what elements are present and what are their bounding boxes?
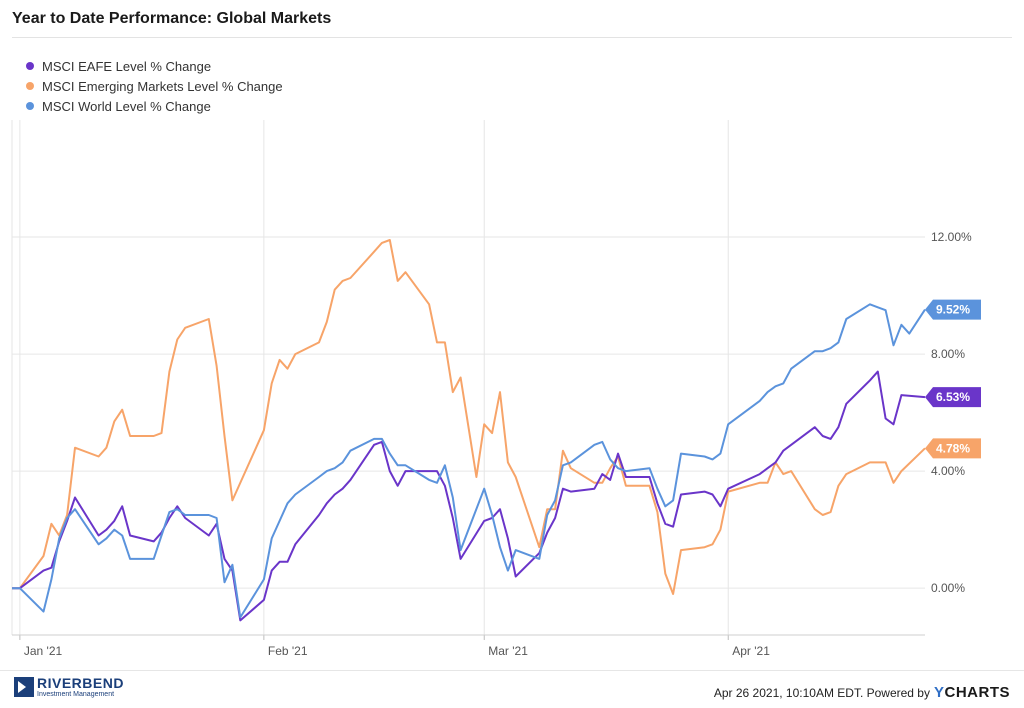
ycharts-logo[interactable]: YCHARTS	[934, 684, 1010, 701]
series-line-eafe	[12, 370, 926, 622]
footer-timestamp: Apr 26 2021, 10:10AM EDT. Powered by	[713, 685, 930, 700]
end-label-value: 4.78%	[936, 441, 970, 455]
end-label-flag	[925, 299, 981, 320]
end-label-flag	[925, 387, 981, 408]
footer-divider	[0, 670, 1024, 671]
footer-attribution: Apr 26 2021, 10:10AM EDT. Powered by YCH…	[714, 684, 1010, 701]
end-label-world: 9.52%	[925, 299, 981, 320]
riverbend-logo: RIVERBEND Investment Management	[14, 676, 124, 698]
legend-item-eafe[interactable]: MSCI EAFE Level % Change	[26, 56, 283, 76]
legend-marker-emerging	[26, 82, 34, 90]
end-label-value: 9.52%	[936, 303, 970, 317]
y-tick-label: 12.00%	[931, 230, 972, 244]
ycharts-logo-text: CHARTS	[944, 684, 1010, 701]
logo-name: RIVERBEND	[37, 675, 124, 691]
x-tick-label: Mar '21	[488, 644, 528, 658]
chart-title: Year to Date Performance: Global Markets	[12, 10, 332, 27]
end-label-emerging: 4.78%	[925, 438, 981, 459]
chart-legend: MSCI EAFE Level % Change MSCI Emerging M…	[26, 56, 283, 116]
end-label-value: 6.53%	[936, 390, 970, 404]
title-divider	[12, 37, 1012, 38]
legend-label-world: MSCI World Level % Change	[42, 98, 211, 114]
y-tick-label: 4.00%	[931, 464, 965, 478]
x-tick-label: Jan '21	[24, 644, 63, 658]
x-tick-label: Apr '21	[732, 644, 770, 658]
series-line-world	[12, 303, 926, 619]
series-line-emerging	[12, 239, 926, 595]
legend-item-emerging[interactable]: MSCI Emerging Markets Level % Change	[26, 76, 283, 96]
logo-subtitle: Investment Management	[37, 691, 115, 698]
legend-marker-eafe	[26, 62, 34, 70]
ycharts-logo-y: Y	[933, 684, 945, 701]
riverbend-logo-icon	[14, 677, 34, 697]
end-label-eafe: 6.53%	[925, 387, 981, 408]
line-chart: 0.00% 4.00% 8.00% 12.00% Jan '21 Feb '21 Mar '…	[11, 120, 981, 658]
legend-marker-world	[26, 102, 34, 110]
legend-label-emerging: MSCI Emerging Markets Level % Change	[42, 78, 283, 94]
y-tick-label: 0.00%	[931, 581, 965, 595]
end-label-flag	[925, 438, 981, 459]
legend-item-world[interactable]: MSCI World Level % Change	[26, 96, 283, 116]
legend-label-eafe: MSCI EAFE Level % Change	[42, 58, 212, 74]
y-tick-label: 8.00%	[931, 347, 965, 361]
x-tick-label: Feb '21	[268, 644, 308, 658]
